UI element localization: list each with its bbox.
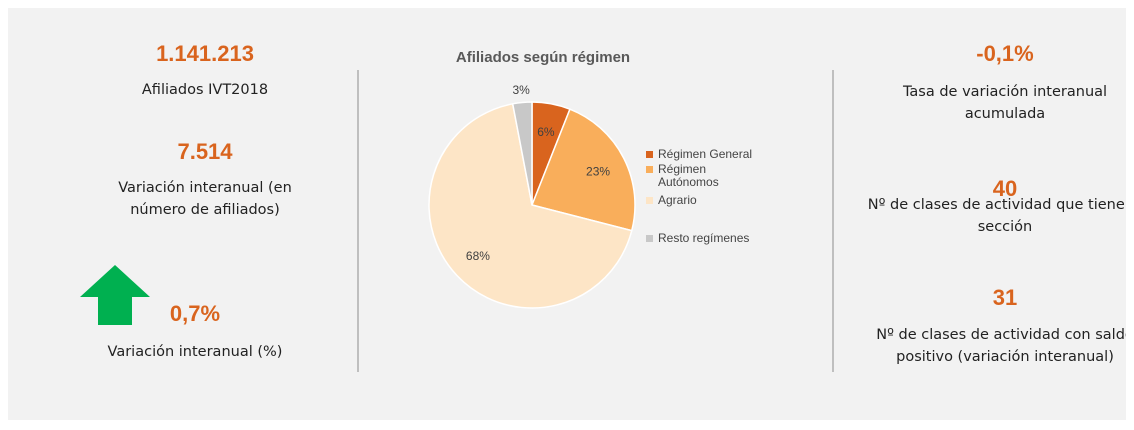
data-label: 6% (537, 125, 555, 139)
legend-label: Agrario (658, 193, 697, 207)
pie-slice (530, 108, 636, 232)
kpi-value: 7.514 (177, 139, 233, 164)
panel: 1.141.213 Afiliados IVT2018 7.514 Variac… (8, 8, 1126, 420)
kpi-label: Tasa de variación interanual acumulada (902, 84, 1108, 122)
kpi-label: Variación interanual (%) (107, 344, 283, 360)
up-arrow (80, 265, 150, 325)
kpi-value: 40 (992, 176, 1018, 201)
legend-swatch (646, 197, 653, 204)
kpi-value: 0,7% (169, 301, 221, 326)
kpi-value: 1.141.213 (156, 41, 254, 66)
kpi-label: Nº de clases de actividad que tiene la s… (867, 197, 1126, 235)
legend-swatch (646, 235, 653, 242)
legend-entry: Resto regímenes (646, 231, 758, 245)
chart-title: Afiliados según régimen (456, 49, 630, 66)
kpi-value: -0,1% (976, 41, 1034, 66)
legend-entry: Régimen General (646, 147, 758, 161)
legend-entry: Agrario (646, 193, 758, 207)
legend-label: Régimen Autónomos (658, 162, 719, 189)
kpi-label: Nº de clases de actividad con saldo posi… (876, 327, 1126, 365)
pie-slice (428, 102, 633, 309)
legend-swatch (646, 166, 653, 173)
kpi-label: Afiliados IVT2018 (141, 82, 269, 98)
kpi-label: Variación interanual (en número de afili… (118, 180, 292, 218)
data-label: 3% (512, 83, 530, 97)
data-label: 68% (466, 249, 490, 263)
pie-slice (511, 101, 533, 206)
separator (357, 70, 359, 372)
legend-label: Resto regímenes (658, 231, 750, 245)
data-label: 23% (586, 164, 610, 178)
legend-label: Régimen General (658, 147, 753, 161)
pie-chart: Afiliados según régimen 6% 23% 68% 3% (428, 49, 636, 309)
legend-entry: Régimen Autónomos (646, 162, 758, 189)
separator (832, 70, 834, 372)
legend-swatch (646, 151, 653, 158)
kpi-value: 31 (992, 285, 1018, 310)
